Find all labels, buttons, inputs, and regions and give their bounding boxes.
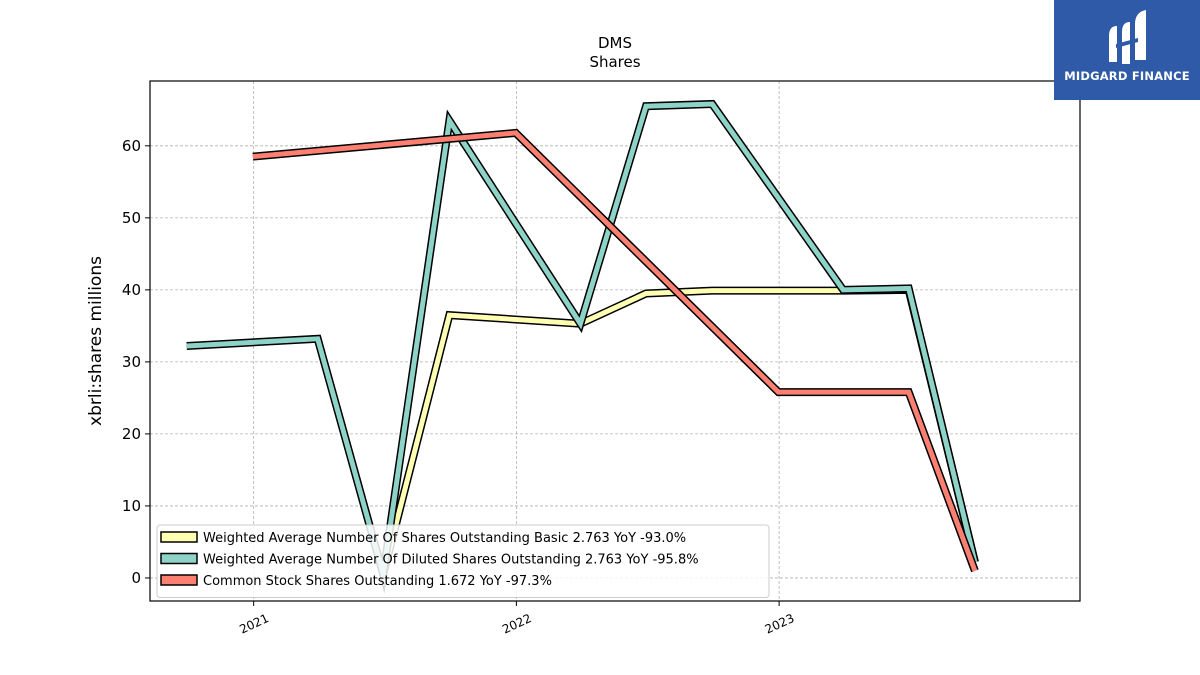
y-tick-label: 10 <box>122 497 141 515</box>
y-tick-label: 60 <box>122 137 141 155</box>
series-line <box>186 101 978 587</box>
legend-swatch <box>160 552 198 565</box>
brand-logo: MIDGARD FINANCE <box>1054 0 1200 100</box>
chart-title: DMS <box>598 34 632 52</box>
legend: Weighted Average Number Of Shares Outsta… <box>156 524 770 598</box>
legend-swatch <box>160 531 198 543</box>
series-line <box>252 130 978 572</box>
brand-name: MIDGARD FINANCE <box>1064 69 1190 83</box>
midgard-logo-icon <box>1109 10 1146 64</box>
y-tick-label: 30 <box>122 353 141 371</box>
series-layer <box>186 99 979 594</box>
legend-entry: Common Stock Shares Outstanding 1.672 Yo… <box>203 574 552 589</box>
y-tick-label: 40 <box>122 281 141 299</box>
x-tick-label: 2021 <box>237 611 271 637</box>
legend-box <box>156 524 770 598</box>
x-tick-label: 2022 <box>500 611 534 637</box>
chart-subtitle: Shares <box>589 53 640 71</box>
y-tick-label: 0 <box>131 569 141 587</box>
legend-swatch <box>160 574 198 586</box>
y-axis-label: xbrli:shares millions <box>86 256 106 426</box>
x-tick-label: 2023 <box>763 611 797 637</box>
y-tick-label: 20 <box>122 425 141 443</box>
plot-area-frame <box>149 80 1081 602</box>
legend-entry: Weighted Average Number Of Diluted Share… <box>203 553 699 568</box>
legend-entry: Weighted Average Number Of Shares Outsta… <box>203 531 686 546</box>
y-tick-label: 50 <box>122 209 141 227</box>
